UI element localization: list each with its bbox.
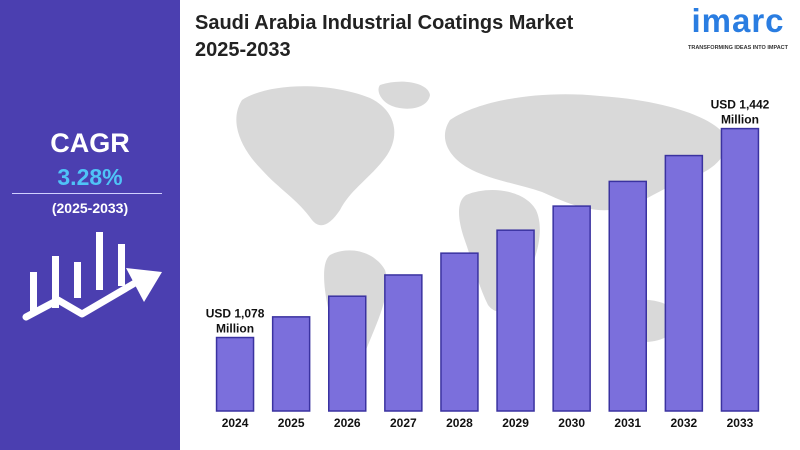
bar-2027 xyxy=(384,274,423,412)
bar-2032 xyxy=(664,154,704,412)
x-tick-label: 2025 xyxy=(278,416,305,430)
x-tick-label: 2026 xyxy=(334,416,361,430)
bar-2033 xyxy=(720,127,760,412)
data-label: USD 1,078 Million xyxy=(206,307,265,336)
title-line-2: 2025-2033 xyxy=(195,39,291,61)
x-tick-label: 2024 xyxy=(222,416,249,430)
bar-2029 xyxy=(496,229,535,412)
x-tick-label: 2032 xyxy=(670,416,697,430)
data-label: USD 1,442 Million xyxy=(711,98,770,127)
bar-2028 xyxy=(440,252,479,412)
x-tick-label: 2028 xyxy=(446,416,473,430)
data-label-line1: USD 1,442 xyxy=(711,98,770,112)
data-label-line2: Million xyxy=(216,322,254,336)
cagr-panel xyxy=(0,0,180,450)
logo-tagline: TRANSFORMING IDEAS INTO IMPACT xyxy=(687,45,789,51)
cagr-value: 3.28% xyxy=(57,164,123,190)
data-label-line1: USD 1,078 xyxy=(206,307,265,321)
x-tick-label: 2027 xyxy=(390,416,417,430)
x-tick-label: 2030 xyxy=(558,416,585,430)
cagr-label: CAGR xyxy=(50,128,130,158)
bar-2026 xyxy=(328,295,367,412)
growth-chart-icon xyxy=(22,232,162,321)
data-label-line2: Million xyxy=(721,113,759,127)
chart-title: Saudi Arabia Industrial Coatings Market … xyxy=(195,10,665,64)
imarc-logo: imarc xyxy=(691,2,785,39)
bar-2024 xyxy=(215,336,255,412)
x-tick-label: 2033 xyxy=(727,416,754,430)
cagr-period: (2025-2033) xyxy=(51,200,129,216)
bar-2031 xyxy=(608,180,647,412)
x-tick-label: 2031 xyxy=(614,416,641,430)
title-line-1: Saudi Arabia Industrial Coatings Market xyxy=(195,12,574,34)
cagr-divider xyxy=(12,193,162,194)
bar-2030 xyxy=(552,205,591,412)
x-tick-label: 2029 xyxy=(502,416,529,430)
bar-2025 xyxy=(271,316,311,412)
